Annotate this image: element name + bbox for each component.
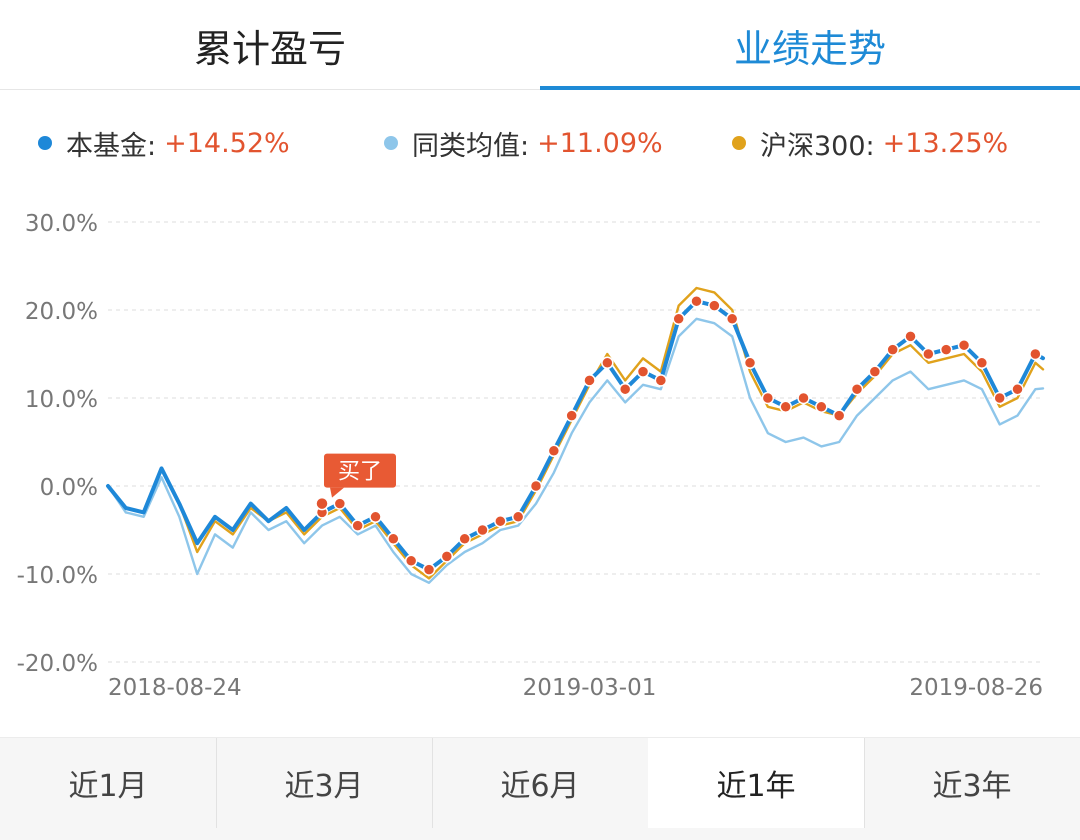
y-tick-label: 10.0%: [25, 387, 98, 413]
trade-point: [868, 365, 882, 378]
legend-value-category-avg: +11.09%: [537, 127, 663, 159]
trade-point: [458, 532, 471, 546]
trade-point: [957, 338, 971, 352]
trade-point: [1011, 382, 1024, 396]
trade-point: [333, 497, 347, 510]
legend-label-csi300: 沪深300:: [760, 130, 875, 162]
y-tick-label: 0.0%: [40, 475, 98, 501]
trade-point: [511, 510, 525, 524]
series-line: [106, 299, 1045, 572]
top-tab-bar: 累计盈亏 业绩走势: [0, 0, 1080, 90]
buy-callout: [324, 453, 397, 488]
trade-point: [725, 312, 739, 326]
y-tick-label: 30.0%: [25, 211, 98, 237]
series-line: [106, 286, 1045, 580]
trade-point: [886, 343, 899, 356]
trade-point: [618, 382, 632, 396]
trade-point: [850, 382, 864, 396]
legend-item-category-avg: 同类均值: +11.09%: [384, 118, 663, 168]
legend-label-fund: 本基金:: [66, 130, 157, 162]
buy-point: [315, 496, 329, 511]
trade-point: [939, 343, 953, 356]
trade-point: [672, 312, 685, 326]
trade-point: [1029, 347, 1042, 361]
trade-point: [975, 356, 989, 370]
legend-value-csi300: +13.25%: [882, 127, 1009, 159]
trade-point: [369, 510, 382, 524]
legend-dot-category-avg: [384, 136, 398, 150]
trade-point: [601, 356, 614, 370]
trade-point: [743, 356, 757, 370]
trade-point: [797, 391, 810, 405]
trade-point: [708, 299, 721, 312]
tab-performance-trend[interactable]: 业绩走势: [733, 26, 886, 71]
period-6m[interactable]: 近6月: [500, 769, 580, 804]
period-3m[interactable]: 近3月: [284, 769, 364, 804]
trade-point: [476, 523, 489, 537]
trade-point: [654, 374, 668, 387]
y-tick-label: -20.0%: [17, 651, 98, 677]
trade-point: [779, 400, 792, 414]
trade-point: [351, 519, 364, 532]
trade-point: [904, 330, 917, 343]
y-tick-label: 20.0%: [25, 299, 98, 325]
trade-point: [404, 554, 418, 568]
period-selector: 近1月 近3月 近6月 近1年 近3年: [0, 737, 1080, 840]
x-tick-label: 2019-08-26: [909, 675, 1043, 701]
y-tick-label: -10.0%: [17, 563, 98, 589]
tab-divider: [0, 89, 540, 90]
trade-point: [494, 514, 507, 528]
legend-item-fund: 本基金: +14.52%: [38, 118, 290, 168]
trade-point: [583, 374, 596, 387]
x-tick-label: 2019-03-01: [523, 675, 657, 701]
x-tick-label: 2018-08-24: [108, 675, 242, 701]
period-separator: [216, 738, 217, 828]
legend-item-csi300: 沪深300: +13.25%: [732, 118, 1008, 168]
buy-callout-pointer: [330, 487, 345, 498]
period-separator: [432, 738, 433, 828]
trade-point: [993, 391, 1006, 405]
trade-point: [387, 532, 400, 546]
period-1m[interactable]: 近1月: [68, 769, 148, 804]
buy-callout-label: 买了: [338, 460, 382, 485]
period-3y[interactable]: 近3年: [932, 769, 1012, 804]
series-line: [106, 317, 1045, 584]
tab-cumulative-pnl[interactable]: 累计盈亏: [193, 26, 346, 71]
legend-dot-csi300: [732, 136, 746, 150]
performance-line-chart: 30.0% 20.0% 10.0% 0.0% -10.0% -20.0% 2018-08-2…: [17, 211, 1045, 701]
trade-point: [547, 444, 561, 458]
period-separator: [864, 738, 865, 828]
legend-value-fund: +14.52%: [164, 127, 290, 159]
period-1y[interactable]: 近1年: [648, 738, 864, 828]
trade-point: [922, 347, 935, 361]
legend-label-category-avg: 同类均值:: [412, 130, 530, 162]
trade-point: [529, 479, 543, 493]
trade-point: [565, 409, 578, 422]
trade-point: [690, 294, 703, 308]
trade-point: [832, 409, 846, 422]
trade-point: [815, 400, 828, 414]
trade-point: [761, 391, 775, 405]
trade-point: [636, 365, 650, 378]
trade-point: [422, 563, 436, 576]
trade-point: [440, 550, 454, 563]
active-tab-indicator: [540, 86, 1080, 90]
legend-dot-fund: [38, 136, 52, 150]
chart-legend: 本基金: +14.52% 同类均值: +11.09% 沪深300: +13.25…: [0, 118, 1080, 168]
